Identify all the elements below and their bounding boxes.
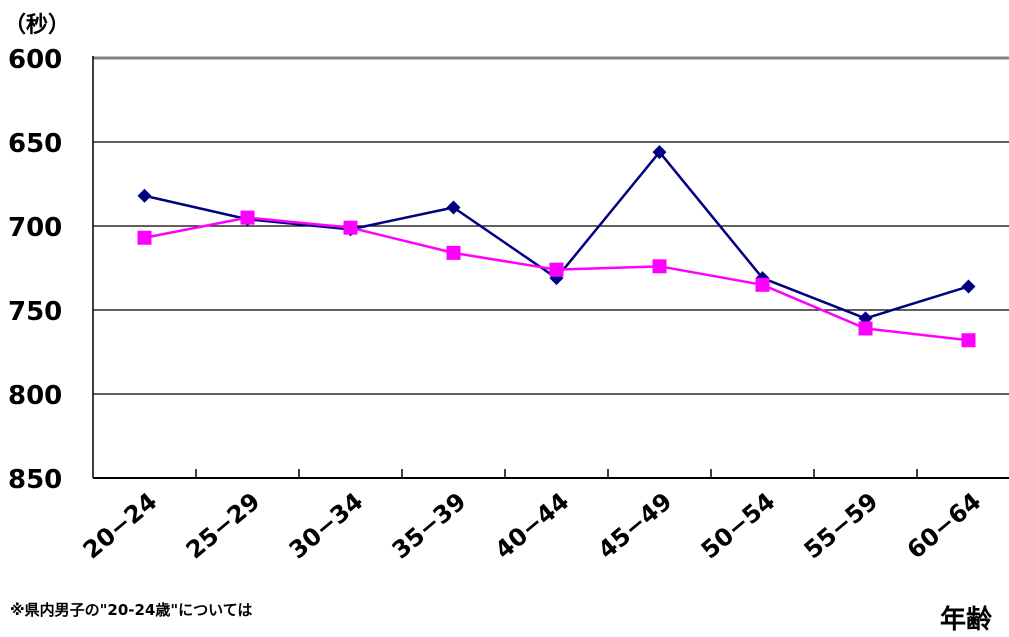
y-tick-label: 850 bbox=[8, 465, 62, 495]
y-tick-label: 750 bbox=[8, 297, 62, 327]
data-point-diamond bbox=[652, 145, 667, 160]
data-point-square bbox=[446, 245, 461, 260]
x-tick-label: 55−59 bbox=[799, 487, 884, 564]
x-tick-label: 30−34 bbox=[284, 487, 369, 564]
data-point-square bbox=[137, 230, 152, 245]
series-lines bbox=[144, 150, 969, 342]
y-tick-label: 800 bbox=[8, 381, 62, 411]
data-point-square bbox=[240, 210, 255, 225]
x-tick-label: 50−54 bbox=[696, 487, 781, 564]
series-markers bbox=[137, 145, 976, 348]
series-line-1 bbox=[144, 150, 969, 320]
data-point-square bbox=[858, 321, 873, 336]
data-point-square bbox=[343, 220, 358, 235]
y-tick-labels: 600 650 700 750 800 850 bbox=[8, 45, 62, 495]
data-point-square bbox=[961, 333, 976, 348]
x-tick-label: 25−29 bbox=[181, 487, 266, 564]
x-tick-labels: 20−24 25−29 30−34 35−39 40−44 45−49 50−54 55−59… bbox=[78, 487, 987, 564]
footnote: ※県内男子の"20-24歳"については bbox=[10, 601, 253, 619]
x-axis-label: 年齢 bbox=[940, 604, 993, 635]
x-tick-label: 40−44 bbox=[490, 487, 575, 564]
grid-lines bbox=[93, 56, 1009, 395]
x-tick-label: 20−24 bbox=[78, 487, 163, 564]
axes bbox=[92, 56, 1009, 479]
data-point-diamond bbox=[961, 279, 976, 294]
y-tick-label: 600 bbox=[8, 45, 62, 75]
x-tick-label: 35−39 bbox=[387, 487, 472, 564]
y-tick-label: 650 bbox=[8, 129, 62, 159]
x-tick-label: 60−64 bbox=[902, 487, 987, 564]
data-point-diamond bbox=[137, 188, 152, 203]
data-point-square bbox=[652, 259, 667, 274]
data-point-square bbox=[549, 262, 564, 277]
data-point-diamond bbox=[446, 200, 461, 215]
y-tick-label: 700 bbox=[8, 213, 62, 243]
y-axis-unit-label: （秒） bbox=[4, 13, 70, 38]
x-tick-label: 45−49 bbox=[593, 487, 678, 564]
data-point-square bbox=[755, 277, 770, 292]
